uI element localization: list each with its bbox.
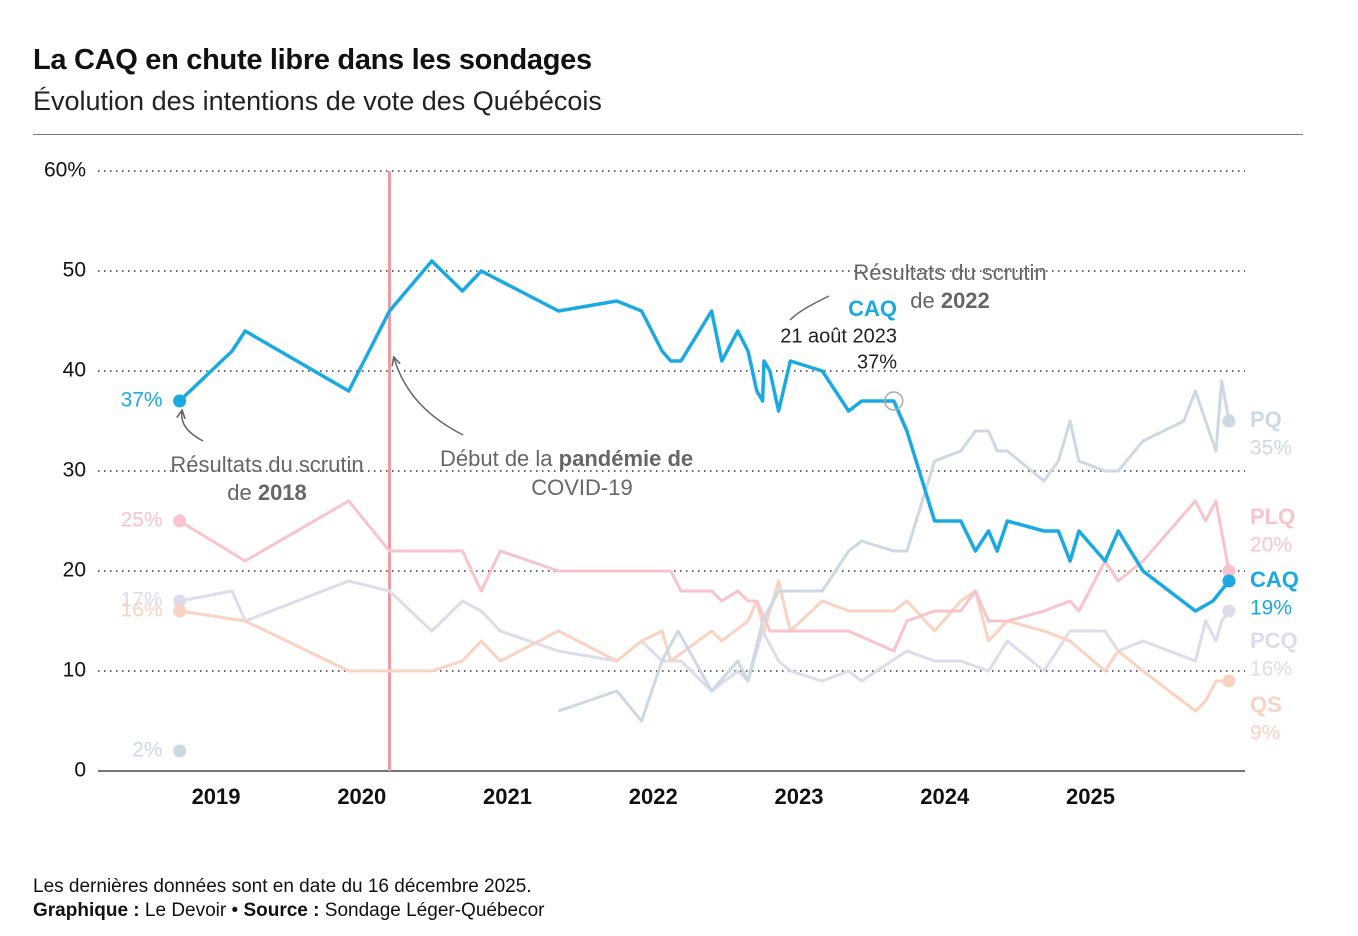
value-label: 9% bbox=[1250, 722, 1280, 745]
credit: Graphique : Le Devoir • Source : Sondage… bbox=[33, 900, 544, 922]
highlight-marker bbox=[884, 391, 904, 411]
point bbox=[1222, 564, 1236, 578]
value-label: 16% bbox=[121, 599, 163, 622]
y-tick-label: 10 bbox=[63, 659, 86, 682]
y-tick-label: 60% bbox=[44, 159, 86, 182]
arrow bbox=[182, 411, 204, 442]
x-tick-label: 2024 bbox=[920, 784, 970, 809]
separator: • bbox=[231, 900, 239, 921]
x-tick-label: 2022 bbox=[629, 784, 678, 809]
annotation: 21 août 2023 bbox=[780, 325, 897, 347]
y-tick-label: 20 bbox=[63, 559, 86, 582]
y-tick-label: 50 bbox=[63, 259, 86, 282]
value-label: 17% bbox=[121, 589, 163, 612]
arrow bbox=[394, 358, 464, 436]
y-tick-label: 40 bbox=[63, 359, 86, 382]
annotation: Résultats du scrutin bbox=[170, 452, 363, 477]
point bbox=[1222, 604, 1236, 618]
series-line bbox=[178, 499, 1231, 653]
lines bbox=[173, 259, 1236, 758]
x-tick-label: 2025 bbox=[1066, 784, 1115, 809]
legend-label: PLQ bbox=[1250, 504, 1295, 529]
value-label: 16% bbox=[1250, 658, 1292, 681]
source: Sondage Léger-Québecor bbox=[324, 900, 545, 921]
point bbox=[173, 594, 187, 608]
point bbox=[173, 394, 187, 408]
credit-label: Graphique : bbox=[33, 900, 140, 921]
point bbox=[1222, 574, 1236, 588]
footnote: Les dernières données sont en date du 16… bbox=[33, 876, 532, 897]
grid: 0 10 20 30 40 50 60% 2019 2020 2021 2022 2023 2024 20… bbox=[44, 159, 1245, 809]
annotations: Résultats du scrutin de 2018 Début de la… bbox=[170, 260, 1046, 505]
legend-label: QS bbox=[1250, 692, 1282, 717]
value-label: 35% bbox=[1250, 437, 1292, 460]
x-tick-label: 2020 bbox=[337, 784, 386, 809]
legend-label: PQ bbox=[1250, 407, 1282, 432]
annotation: Début de la pandémie de bbox=[440, 446, 693, 471]
value-label: 20% bbox=[1250, 534, 1292, 557]
value-label: 2% bbox=[132, 739, 162, 762]
value-label: 25% bbox=[121, 509, 163, 532]
y-tick-label: 0 bbox=[74, 759, 86, 782]
arrow bbox=[789, 295, 830, 321]
annotation: Résultats du scrutin bbox=[853, 260, 1046, 285]
annotation: de 2018 bbox=[227, 480, 307, 505]
credit: Le Devoir bbox=[144, 900, 227, 921]
series-line bbox=[558, 379, 1231, 723]
value-label: 19% bbox=[1250, 597, 1292, 620]
point bbox=[1222, 414, 1236, 428]
series-line bbox=[179, 579, 1231, 693]
point bbox=[173, 744, 187, 758]
point bbox=[173, 604, 187, 618]
header-rule bbox=[33, 134, 1303, 135]
value-label: 37% bbox=[121, 389, 163, 412]
annotation: 37% bbox=[857, 351, 897, 373]
y-tick-label: 30 bbox=[63, 459, 86, 482]
annotation: COVID-19 bbox=[531, 475, 632, 500]
annotation: de 2022 bbox=[910, 288, 990, 313]
title: La CAQ en chute libre dans les sondages bbox=[33, 44, 592, 76]
x-tick-label: 2021 bbox=[483, 784, 532, 809]
legend-label: PCQ bbox=[1250, 628, 1298, 653]
legend-label: CAQ bbox=[1250, 567, 1299, 592]
x-tick-label: 2019 bbox=[192, 784, 241, 809]
x-tick-label: 2023 bbox=[775, 784, 824, 809]
annotation: CAQ bbox=[848, 296, 897, 321]
point bbox=[173, 514, 187, 528]
source-label: Source : bbox=[243, 900, 320, 921]
labels: 17% PCQ 16% 16% QS 9% 25% PLQ 20% 2% PQ 35% 37% CAQ 19… bbox=[121, 389, 1299, 762]
series-line bbox=[178, 259, 1231, 613]
subtitle: Évolution des intentions de vote des Qué… bbox=[33, 86, 602, 116]
point bbox=[1222, 674, 1236, 688]
